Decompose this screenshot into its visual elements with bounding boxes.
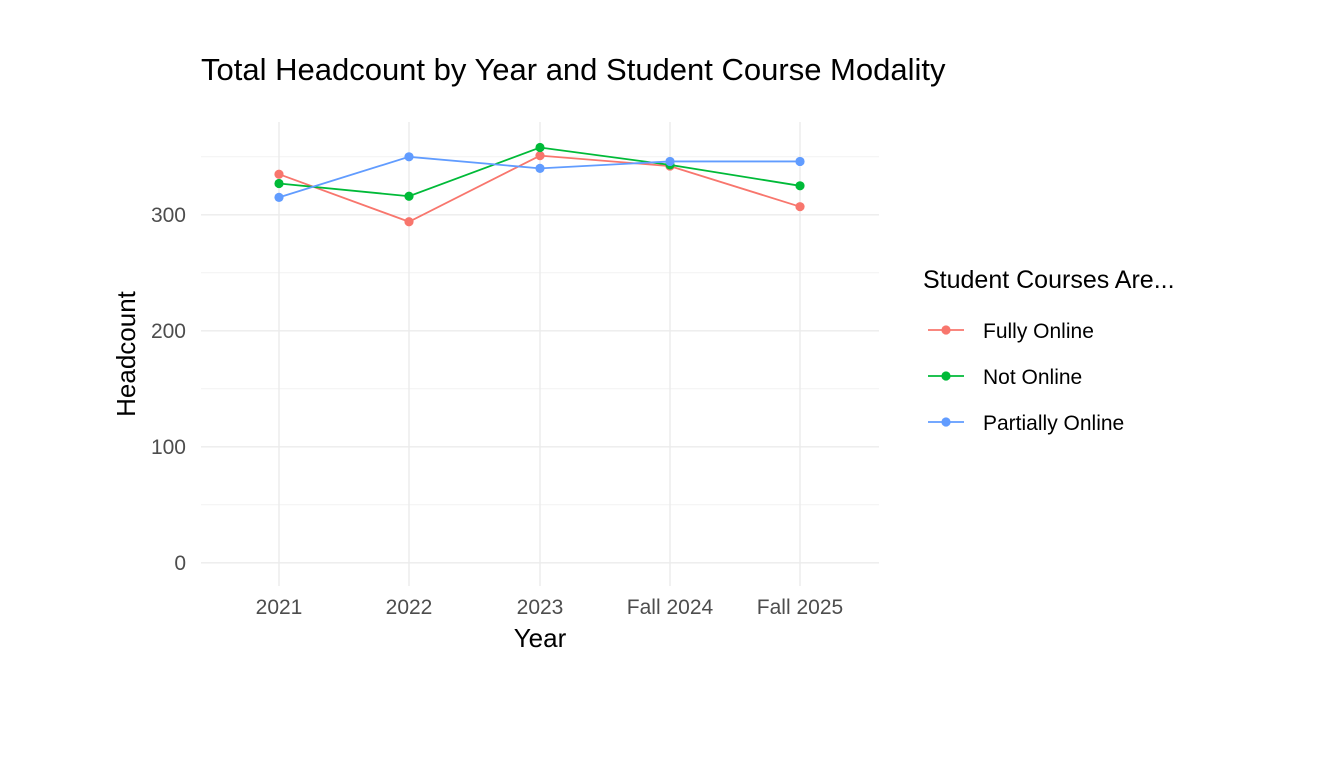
legend-item-partially-online: Partially Online [928,412,1124,435]
y-tick-label: 0 [174,552,186,575]
legend-item-not-online: Not Online [928,366,1082,389]
series-partially-online [274,152,805,202]
y-tick-label: 300 [151,204,186,227]
data-point-partially-online [535,163,545,173]
x-tick-label: Fall 2024 [627,596,714,619]
data-point-not-online [535,142,545,153]
legend-key-point [941,417,951,427]
data-point-fully-online [274,169,284,179]
legend-key-point [941,371,951,381]
data-point-fully-online [535,151,545,161]
x-axis-title: Year [514,623,567,653]
data-point-fully-online [795,202,805,212]
legend-label: Not Online [983,366,1082,389]
data-point-not-online [404,191,414,201]
data-point-not-online [795,181,805,191]
x-tick-label: 2022 [386,596,433,619]
data-point-partially-online [665,156,675,167]
data-point-not-online [274,178,284,189]
legend-key-point [941,325,951,335]
data-point-fully-online [404,217,414,227]
x-tick-label: 2023 [517,596,564,619]
data-point-partially-online [274,192,284,202]
y-tick-label: 200 [151,320,186,343]
x-tick-label: Fall 2025 [757,596,843,619]
legend-title: Student Courses Are... [923,266,1175,294]
y-tick-label: 100 [151,436,186,459]
data-point-partially-online [404,152,414,162]
data-point-partially-online [795,156,805,167]
legend-label: Partially Online [983,412,1124,435]
x-tick-label: 2021 [256,596,303,619]
legend-label: Fully Online [983,320,1094,343]
y-axis-title: Headcount [111,290,141,417]
chart-title: Total Headcount by Year and Student Cour… [201,52,946,87]
legend-item-fully-online: Fully Online [928,320,1094,343]
